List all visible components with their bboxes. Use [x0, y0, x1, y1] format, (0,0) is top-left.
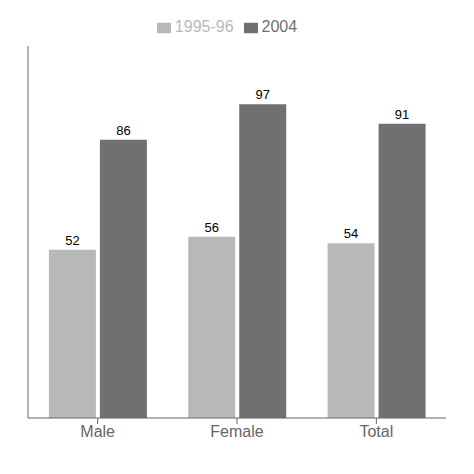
html-text:1995-96: 1995-96	[174, 18, 234, 35]
html-text:2004: 2004	[261, 18, 298, 35]
svg-text:52: 52	[65, 233, 79, 248]
svg-text:54: 54	[344, 226, 358, 241]
svg-text:86: 86	[116, 123, 130, 138]
svg-text:Total: Total	[359, 423, 393, 440]
svg-text:56: 56	[204, 220, 218, 235]
svg-text:Female: Female	[210, 423, 263, 440]
svg-text:91: 91	[395, 107, 409, 122]
svg-text:Male: Male	[80, 423, 115, 440]
svg-text:97: 97	[255, 87, 269, 102]
